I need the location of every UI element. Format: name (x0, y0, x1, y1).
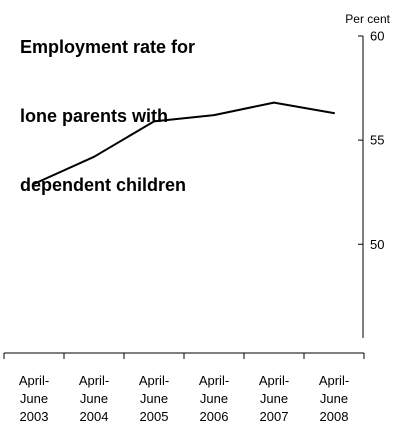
data-point-0-0 (33, 182, 35, 185)
data-point-0-2 (153, 120, 155, 123)
x-tick-label-5-2: 2008 (320, 409, 349, 424)
x-tick-label-5-1: June (320, 391, 348, 406)
chart-title: Employment rate for lone parents with de… (20, 0, 195, 243)
chart-title-line-1: Employment rate for (20, 37, 196, 57)
data-point-0-4 (273, 101, 275, 104)
x-tick-label-1-0: April- (79, 373, 109, 388)
y-axis-unit-label: Per cent (345, 12, 390, 26)
x-tick-label-1-2: 2004 (80, 409, 109, 424)
series-line-0 (33, 101, 335, 185)
x-tick-label-0-1: June (20, 391, 48, 406)
x-tick-label-0-2: 2003 (20, 409, 49, 424)
y-tick-label-50: 50 (370, 237, 384, 252)
x-tick-label-5-0: April- (319, 373, 349, 388)
x-tick-label-4-0: April- (259, 373, 289, 388)
x-tick-label-3-2: 2006 (200, 409, 229, 424)
x-tick-label-1-1: June (80, 391, 108, 406)
y-tick-label-60: 60 (370, 29, 384, 44)
x-tick-label-4-1: June (260, 391, 288, 406)
x-tick-label-3-1: June (200, 391, 228, 406)
x-tick-label-2-1: June (140, 391, 168, 406)
data-point-0-1 (93, 155, 95, 158)
y-tick-label-55: 55 (370, 133, 384, 148)
x-tick-label-2-0: April- (139, 373, 169, 388)
x-tick-label-2-2: 2005 (140, 409, 169, 424)
x-tick-label-3-0: April- (199, 373, 229, 388)
data-point-0-3 (213, 114, 215, 117)
x-tick-label-0-0: April- (19, 373, 49, 388)
chart-title-line-2: lone parents with (20, 106, 169, 126)
data-point-0-5 (333, 112, 335, 115)
x-tick-label-4-2: 2007 (260, 409, 289, 424)
chart-title-line-3: dependent children (20, 175, 187, 195)
